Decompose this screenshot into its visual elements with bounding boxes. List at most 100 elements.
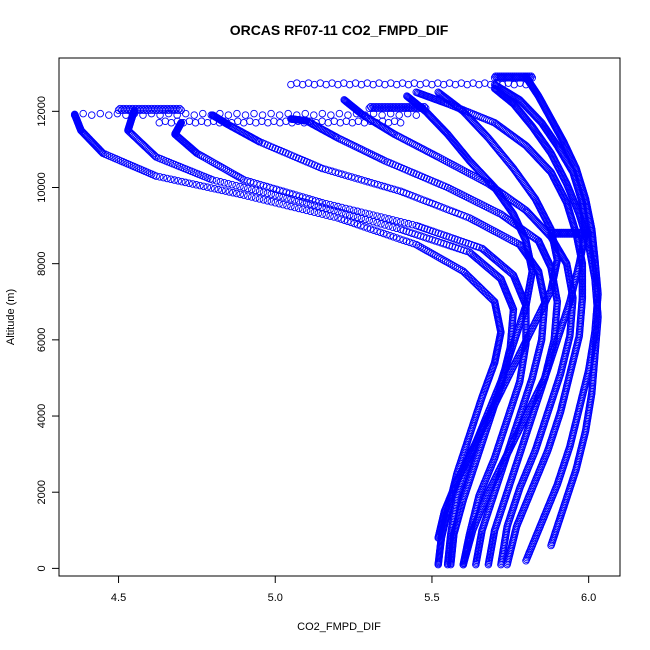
data-point xyxy=(338,203,346,212)
data-point xyxy=(384,118,393,127)
data-point xyxy=(381,214,389,222)
data-point xyxy=(190,111,198,119)
data-point xyxy=(396,118,405,127)
data-point xyxy=(216,178,225,186)
data-point xyxy=(472,280,481,288)
data-point xyxy=(275,199,283,208)
data-point xyxy=(335,109,344,118)
data-point xyxy=(298,205,307,214)
data-point xyxy=(289,190,297,198)
data-point xyxy=(349,212,358,220)
data-point xyxy=(469,277,478,286)
data-point xyxy=(373,218,381,227)
data-point xyxy=(344,111,352,119)
data-point xyxy=(480,287,488,296)
data-point xyxy=(420,245,428,253)
x-tick-label: 6.0 xyxy=(581,592,596,604)
data-point xyxy=(389,233,398,241)
data-point xyxy=(306,207,315,216)
data-point xyxy=(270,117,278,125)
y-tick-label: 4000 xyxy=(36,404,48,428)
data-point xyxy=(330,201,338,210)
data-point xyxy=(234,172,242,181)
data-point xyxy=(467,249,475,258)
data-point xyxy=(483,290,491,298)
data-point xyxy=(422,246,430,254)
data-point xyxy=(336,118,345,127)
data-point xyxy=(232,181,240,190)
data-point xyxy=(203,183,212,191)
data-point xyxy=(229,188,237,197)
data-point xyxy=(357,208,366,217)
data-point xyxy=(275,111,284,119)
data-point xyxy=(462,270,470,278)
data-point xyxy=(308,196,317,204)
data-point xyxy=(484,291,492,300)
data-point xyxy=(326,200,334,209)
data-point xyxy=(489,296,498,305)
data-point xyxy=(369,211,377,219)
data-point xyxy=(396,218,405,226)
data-point xyxy=(338,170,346,178)
data-point xyxy=(345,205,354,214)
data-point xyxy=(463,271,471,279)
data-point xyxy=(353,207,362,216)
data-point xyxy=(233,109,241,118)
data-point xyxy=(436,254,444,262)
data-point xyxy=(167,175,175,183)
data-point xyxy=(228,180,236,189)
data-point xyxy=(170,176,179,184)
data-point xyxy=(404,93,413,102)
data-point xyxy=(449,161,457,169)
data-point xyxy=(324,118,332,127)
data-point xyxy=(383,230,391,239)
data-point xyxy=(302,198,311,207)
data-point xyxy=(342,98,351,106)
data-point xyxy=(310,208,319,217)
data-point xyxy=(79,109,87,118)
data-point xyxy=(196,181,204,190)
data-point xyxy=(259,181,268,190)
data-point xyxy=(416,243,424,251)
data-point xyxy=(395,111,403,119)
data-point xyxy=(486,294,495,302)
data-point xyxy=(244,192,252,200)
data-point xyxy=(366,225,375,233)
data-point xyxy=(488,295,496,303)
data-point xyxy=(342,97,350,105)
data-point xyxy=(379,229,388,238)
data-point xyxy=(214,185,223,194)
data-point xyxy=(244,184,252,193)
data-point xyxy=(345,211,354,219)
data-point xyxy=(365,210,374,218)
data-point xyxy=(252,118,260,127)
data-point xyxy=(177,177,186,186)
data-point xyxy=(453,264,462,272)
data-point xyxy=(340,96,348,104)
data-point xyxy=(459,267,468,276)
data-point xyxy=(408,220,417,229)
data-point xyxy=(334,202,342,211)
data-points xyxy=(70,72,602,569)
data-point xyxy=(263,197,272,205)
data-point xyxy=(247,193,256,201)
data-point xyxy=(185,117,194,125)
data-point xyxy=(210,159,219,167)
data-point xyxy=(199,152,207,161)
data-point xyxy=(370,226,378,234)
data-point xyxy=(221,187,230,195)
data-point xyxy=(392,224,401,233)
data-point xyxy=(203,118,212,127)
data-point xyxy=(399,236,407,244)
data-point xyxy=(275,192,283,200)
data-point xyxy=(367,178,375,187)
data-point xyxy=(396,225,405,234)
data-point xyxy=(246,178,255,186)
data-point xyxy=(292,191,300,199)
data-point xyxy=(155,118,164,127)
data-point xyxy=(363,224,372,232)
data-point xyxy=(327,111,335,119)
data-point xyxy=(287,202,295,211)
data-point xyxy=(305,195,313,203)
